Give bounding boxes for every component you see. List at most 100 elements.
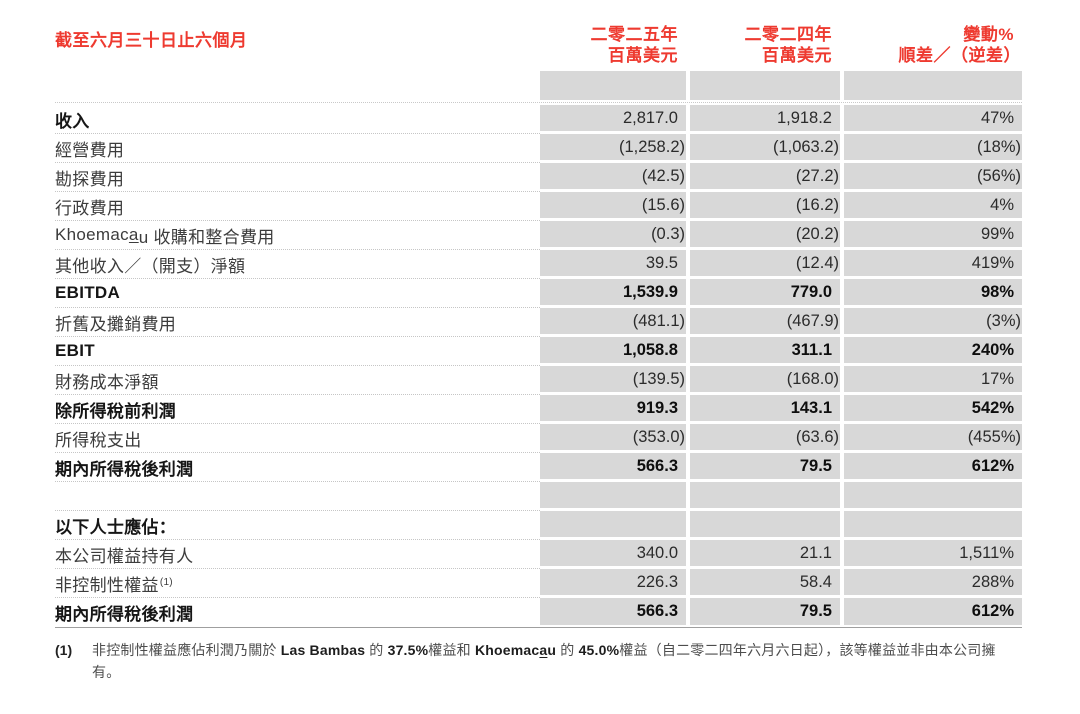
row-value-2024: 1,918.2 bbox=[690, 105, 840, 134]
table-row bbox=[55, 482, 1022, 511]
row-value-change bbox=[844, 511, 1022, 540]
table-row: EBITDA 1,539.9 779.0 98% bbox=[55, 279, 1022, 308]
table-row: 期內所得稅後利潤 566.3 79.5 612% bbox=[55, 453, 1022, 482]
row-label: Khoemac a u 收購和整合費用 bbox=[55, 221, 540, 250]
row-value-2025: (139.5) bbox=[540, 366, 686, 395]
row-value-2024: (1,063.2) bbox=[690, 134, 840, 163]
table-row: EBIT 1,058.8 311.1 240% bbox=[55, 337, 1022, 366]
col-header-2025-year: 二零二五年 bbox=[590, 25, 678, 44]
row-value-change: (455%) bbox=[844, 424, 1022, 453]
table-row: Khoemac a u 收購和整合費用 (0.3) (20.2) 99% bbox=[55, 221, 1022, 250]
row-value-2024: 143.1 bbox=[690, 395, 840, 424]
row-value-change: 1,511% bbox=[844, 540, 1022, 569]
row-value-change: 98% bbox=[844, 279, 1022, 308]
row-value-2024 bbox=[690, 482, 840, 511]
row-value-2025: 566.3 bbox=[540, 453, 686, 482]
footnote-text: 非控制性權益應佔利潤乃關於 Las Bambas 的 37.5%權益和 Khoe… bbox=[92, 642, 996, 680]
row-label: 非控制性權益 (1) bbox=[55, 569, 540, 598]
table-row: 以下人士應佔： bbox=[55, 511, 1022, 540]
row-value-2025 bbox=[540, 482, 686, 511]
row-value-2025: (42.5) bbox=[540, 163, 686, 192]
table-row: 收入 2,817.0 1,918.2 47% bbox=[55, 105, 1022, 134]
row-value-2025: 919.3 bbox=[540, 395, 686, 424]
row-value-2025: 226.3 bbox=[540, 569, 686, 598]
row-label: 除所得稅前利潤 bbox=[55, 395, 540, 424]
col-header-change: 變動% 順差／（逆差） bbox=[844, 24, 1022, 66]
table-row: 非控制性權益 (1) 226.3 58.4 288% bbox=[55, 569, 1022, 598]
row-value-change: 17% bbox=[844, 366, 1022, 395]
col-header-2025: 二零二五年 百萬美元 bbox=[540, 24, 686, 66]
table-row: 所得稅支出 (353.0) (63.6) (455%) bbox=[55, 424, 1022, 453]
row-value-2024: 311.1 bbox=[690, 337, 840, 366]
table-row: 行政費用 (15.6) (16.2) 4% bbox=[55, 192, 1022, 221]
row-value-2024: (20.2) bbox=[690, 221, 840, 250]
row-value-2025 bbox=[540, 511, 686, 540]
header-shaded-band bbox=[55, 71, 1022, 103]
row-value-change: 240% bbox=[844, 337, 1022, 366]
row-value-2025: (0.3) bbox=[540, 221, 686, 250]
row-label: 期內所得稅後利潤 bbox=[55, 605, 194, 624]
row-value-2024: 21.1 bbox=[690, 540, 840, 569]
table-header: 截至六月三十日止六個月 二零二五年 百萬美元 二零二四年 百萬美元 變動% 順差… bbox=[55, 24, 1022, 66]
row-value-2025: 1,058.8 bbox=[540, 337, 686, 366]
row-value-change: 4% bbox=[844, 192, 1022, 221]
row-value-2024: 779.0 bbox=[690, 279, 840, 308]
period-title: 截至六月三十日止六個月 bbox=[55, 31, 248, 50]
row-value-2025: 566.3 bbox=[540, 598, 686, 627]
row-value-2025: (353.0) bbox=[540, 424, 686, 453]
row-value-change: (56%) bbox=[844, 163, 1022, 192]
row-value-change: 612% bbox=[844, 453, 1022, 482]
col-header-2025-unit: 百萬美元 bbox=[608, 46, 678, 65]
row-value-change: 419% bbox=[844, 250, 1022, 279]
row-label: 財務成本淨額 bbox=[55, 366, 540, 395]
row-value-change: 542% bbox=[844, 395, 1022, 424]
row-value-2025: (15.6) bbox=[540, 192, 686, 221]
row-value-change bbox=[844, 482, 1022, 511]
row-value-2025: (1,258.2) bbox=[540, 134, 686, 163]
footnote: (1) 非控制性權益應佔利潤乃關於 Las Bambas 的 37.5%權益和 … bbox=[55, 639, 1080, 683]
row-label: 勘探費用 bbox=[55, 163, 540, 192]
table-row: 本公司權益持有人 340.0 21.1 1,511% bbox=[55, 540, 1022, 569]
financial-table: 截至六月三十日止六個月 二零二五年 百萬美元 二零二四年 百萬美元 變動% 順差… bbox=[55, 24, 1022, 628]
row-value-2024: (16.2) bbox=[690, 192, 840, 221]
row-value-change: 47% bbox=[844, 105, 1022, 134]
row-label: 所得稅支出 bbox=[55, 424, 540, 453]
col-header-2024-unit: 百萬美元 bbox=[762, 46, 832, 65]
row-value-2024: (467.9) bbox=[690, 308, 840, 337]
row-value-2025: 2,817.0 bbox=[540, 105, 686, 134]
row-label bbox=[55, 482, 540, 511]
row-value-change: 612% bbox=[844, 598, 1022, 627]
row-value-change: (18%) bbox=[844, 134, 1022, 163]
table-row: 除所得稅前利潤 919.3 143.1 542% bbox=[55, 395, 1022, 424]
row-value-change: (3%) bbox=[844, 308, 1022, 337]
row-value-change: 99% bbox=[844, 221, 1022, 250]
row-label: 其他收入／（開支）淨額 bbox=[55, 250, 540, 279]
row-label: 行政費用 bbox=[55, 192, 540, 221]
table-row: 經營費用 (1,258.2) (1,063.2) (18%) bbox=[55, 134, 1022, 163]
row-value-2024: (168.0) bbox=[690, 366, 840, 395]
table-row: 勘探費用 (42.5) (27.2) (56%) bbox=[55, 163, 1022, 192]
row-value-2025: 1,539.9 bbox=[540, 279, 686, 308]
row-value-change: 288% bbox=[844, 569, 1022, 598]
col-header-2024-year: 二零二四年 bbox=[744, 25, 832, 44]
row-label: 本公司權益持有人 bbox=[55, 540, 540, 569]
row-label: 折舊及攤銷費用 bbox=[55, 308, 540, 337]
row-label: EBITDA bbox=[55, 279, 540, 308]
table-row: 期內所得稅後利潤 566.3 79.5 612% bbox=[55, 598, 1022, 628]
row-value-2024: 79.5 bbox=[690, 453, 840, 482]
table-body: 收入 2,817.0 1,918.2 47% 經營費用 (1,258.2) (1… bbox=[55, 71, 1022, 628]
row-value-2025: 340.0 bbox=[540, 540, 686, 569]
table-row: 財務成本淨額 (139.5) (168.0) 17% bbox=[55, 366, 1022, 395]
col-header-change-label: 變動% bbox=[963, 25, 1014, 44]
row-value-2024: (12.4) bbox=[690, 250, 840, 279]
row-value-2024: 58.4 bbox=[690, 569, 840, 598]
table-row: 折舊及攤銷費用 (481.1) (467.9) (3%) bbox=[55, 308, 1022, 337]
row-value-2024: (27.2) bbox=[690, 163, 840, 192]
row-value-2025: (481.1) bbox=[540, 308, 686, 337]
row-value-2024: 79.5 bbox=[690, 598, 840, 627]
report-content: 截至六月三十日止六個月 二零二五年 百萬美元 二零二四年 百萬美元 變動% 順差… bbox=[55, 24, 1080, 683]
col-header-2024: 二零二四年 百萬美元 bbox=[690, 24, 840, 66]
footnote-marker: (1) bbox=[55, 642, 73, 658]
row-value-2025: 39.5 bbox=[540, 250, 686, 279]
